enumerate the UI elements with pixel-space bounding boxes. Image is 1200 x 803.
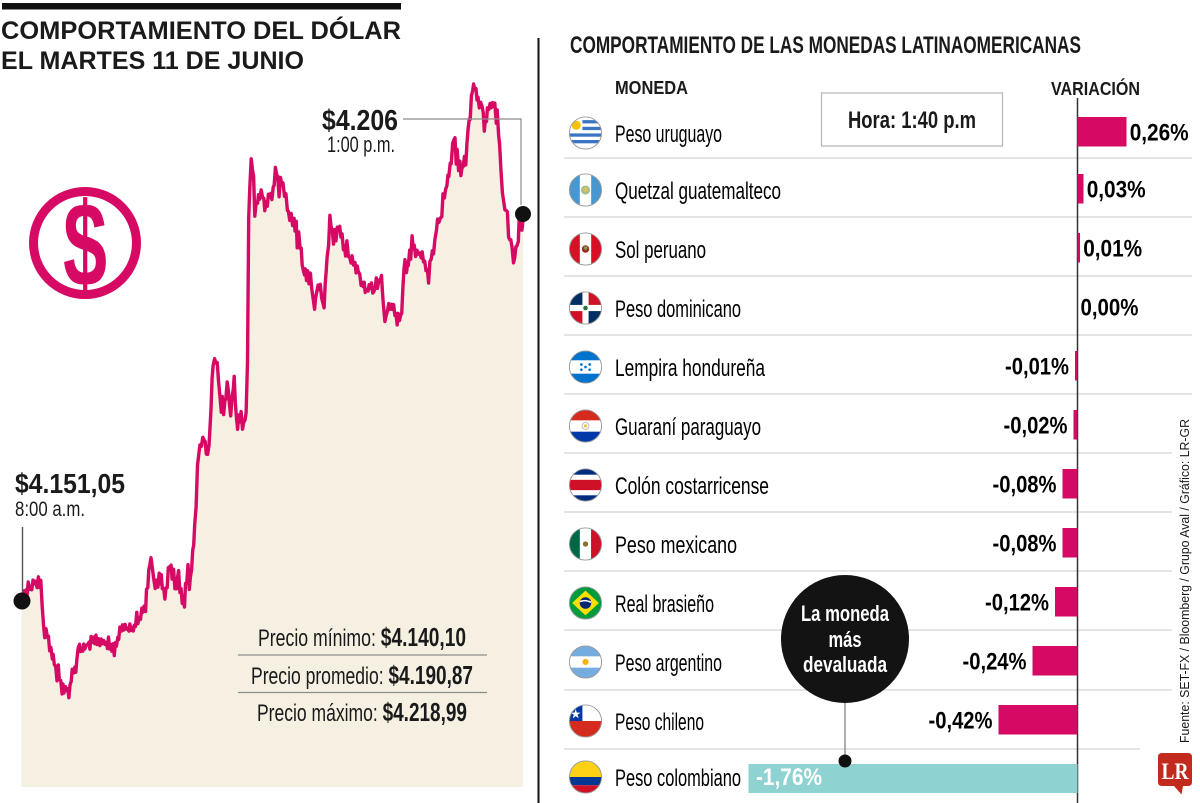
- svg-text:Lempira hondureña: Lempira hondureña: [615, 355, 765, 382]
- svg-text:Quetzal guatemalteco: Quetzal guatemalteco: [615, 178, 781, 205]
- svg-text:EL MARTES 11 DE JUNIO: EL MARTES 11 DE JUNIO: [1, 47, 304, 75]
- svg-text:LR: LR: [1162, 759, 1189, 784]
- svg-text:Peso argentino: Peso argentino: [615, 650, 722, 677]
- svg-text:$4.151,05: $4.151,05: [15, 468, 125, 499]
- svg-text:Sol peruano: Sol peruano: [615, 237, 706, 264]
- svg-text:-0,02%: -0,02%: [1004, 413, 1068, 440]
- svg-text:Peso mexicano: Peso mexicano: [615, 532, 737, 559]
- svg-text:COMPORTAMIENTO DEL DÓLAR: COMPORTAMIENTO DEL DÓLAR: [1, 15, 401, 45]
- svg-text:Hora: 1:40 p.m: Hora: 1:40 p.m: [848, 107, 976, 134]
- svg-text:0,03%: 0,03%: [1087, 177, 1146, 204]
- svg-text:Real brasieño: Real brasieño: [615, 591, 714, 618]
- svg-text:Guaraní paraguayo: Guaraní paraguayo: [615, 414, 761, 441]
- svg-text:0,01%: 0,01%: [1083, 236, 1142, 263]
- svg-text:devaluada: devaluada: [803, 652, 888, 677]
- svg-text:$: $: [63, 178, 107, 312]
- svg-text:VARIACIÓN: VARIACIÓN: [1051, 78, 1140, 99]
- svg-text:Peso chileno: Peso chileno: [615, 709, 704, 736]
- svg-text:-0,01%: -0,01%: [1005, 354, 1069, 381]
- svg-text:0,00%: 0,00%: [1081, 295, 1139, 322]
- svg-text:más: más: [829, 627, 862, 652]
- svg-text:Precio promedio: $4.190,87: Precio promedio: $4.190,87: [251, 660, 473, 690]
- svg-text:Colón costarricense: Colón costarricense: [615, 473, 769, 500]
- svg-text:-0,42%: -0,42%: [929, 708, 993, 735]
- svg-text:-0,08%: -0,08%: [993, 472, 1057, 499]
- svg-text:Precio máximo: $4.218,99: Precio máximo: $4.218,99: [257, 697, 467, 727]
- svg-text:La moneda: La moneda: [801, 601, 890, 626]
- svg-text:Peso colombiano: Peso colombiano: [615, 765, 741, 792]
- svg-text:MONEDA: MONEDA: [615, 77, 688, 98]
- svg-text:Fuente: SET-FX / Bloomberg / G: Fuente: SET-FX / Bloomberg / Grupo Aval …: [1177, 419, 1192, 743]
- svg-text:Peso uruguayo: Peso uruguayo: [615, 121, 722, 148]
- svg-text:Peso dominicano: Peso dominicano: [615, 296, 741, 323]
- svg-text:8:00 a.m.: 8:00 a.m.: [15, 498, 85, 521]
- svg-text:-1,76%: -1,76%: [756, 764, 822, 791]
- svg-text:0,26%: 0,26%: [1130, 120, 1189, 147]
- svg-text:1:00 p.m.: 1:00 p.m.: [327, 132, 395, 157]
- svg-text:$4.206: $4.206: [322, 105, 398, 137]
- svg-text:Precio mínimo: $4.140,10: Precio mínimo: $4.140,10: [258, 622, 466, 652]
- svg-text:COMPORTAMIENTO DE LAS MONEDAS: COMPORTAMIENTO DE LAS MONEDAS LATINAOMER…: [570, 32, 1081, 59]
- svg-text:-0,08%: -0,08%: [993, 531, 1057, 558]
- svg-text:-0,24%: -0,24%: [963, 649, 1027, 676]
- svg-text:-0,12%: -0,12%: [985, 590, 1049, 617]
